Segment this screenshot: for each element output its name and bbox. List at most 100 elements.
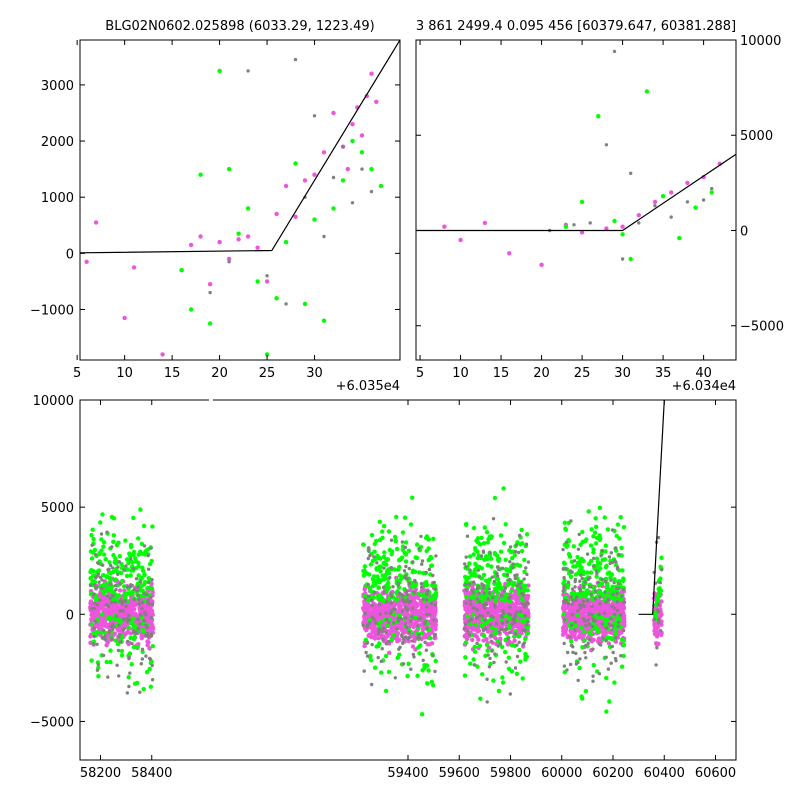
data-point-green [393,538,398,543]
data-point-grey [465,534,470,538]
data-point-grey [611,650,615,655]
data-point-green [495,585,500,590]
data-point-grey [656,602,661,607]
data-point-green [658,576,663,581]
data-point-green [580,529,585,535]
data-point-grey [392,621,396,625]
data-point-green [89,622,94,627]
data-point-green [579,556,584,561]
data-point-magenta [525,608,531,613]
data-point-grey [508,545,513,549]
data-point-green [472,644,477,649]
data-point-grey [500,621,505,625]
data-point-green [89,532,94,538]
data-point-grey [485,677,489,681]
data-point-green [128,620,134,626]
data-point-grey [609,578,613,582]
data-point-green [128,544,134,550]
data-point-green [430,683,436,688]
data-point-grey [578,603,582,607]
data-point-grey [92,601,97,605]
data-point-grey [431,573,435,578]
data-point-magenta [380,607,385,613]
data-point-grey [405,593,410,597]
data-point-grey [124,564,128,568]
data-point-grey [584,643,588,648]
data-point-grey [384,642,388,646]
data-point-grey [109,582,113,586]
data-point-green [519,548,525,554]
data-point-grey [375,561,379,565]
data-point-green [382,561,387,566]
data-point-grey [597,612,601,617]
data-point-green [472,649,478,654]
data-point-grey [685,200,690,204]
data-point-grey [571,598,575,602]
data-point-grey [603,590,607,594]
data-point-green [376,577,381,583]
data-point-green [410,495,415,500]
data-point-grey [109,563,113,568]
data-point-green [101,573,106,578]
data-point-green [128,573,133,578]
data-point-magenta [501,604,506,609]
data-point-green [519,527,524,533]
data-point-grey [492,579,496,584]
data-point-magenta [495,613,501,619]
data-point-grey [562,641,566,646]
data-point-grey [606,667,611,671]
data-point-green [621,642,627,648]
data-point-magenta [669,190,674,195]
data-point-magenta [100,617,105,622]
data-point-magenta [117,588,123,593]
data-point-grey [150,602,155,606]
data-point-grey [366,594,371,598]
data-point-green [589,527,594,532]
data-point-green [405,673,410,679]
data-point-green [517,634,522,639]
data-point-green [418,643,423,648]
data-point-green [128,635,133,641]
data-point-green [463,655,468,660]
data-point-grey [468,599,472,603]
data-point-grey [403,600,407,604]
data-point-grey [652,617,657,621]
data-point-magenta [560,632,566,637]
data-point-grey [104,603,109,607]
plot-area [416,49,736,267]
data-point-green [612,577,617,582]
data-point-grey [488,656,492,661]
data-point-green [149,586,154,591]
data-point-green [125,591,131,596]
data-point-green [693,205,698,210]
data-point-magenta [128,608,133,614]
data-point-grey [568,569,573,573]
data-point-green [502,594,508,600]
data-point-green [473,622,479,627]
data-point-green [102,590,107,595]
data-point-grey [433,587,437,591]
data-point-grey [502,589,507,593]
data-point-grey [510,622,514,627]
data-point-magenta [685,180,690,186]
data-point-green [104,581,109,586]
data-point-green [413,555,418,560]
data-point-grey [589,592,593,597]
data-point-grey [140,657,144,661]
data-point-green [426,668,431,673]
data-point-grey [128,671,132,675]
data-point-green [481,541,487,546]
data-point-green [386,529,392,534]
data-point-grey [376,655,380,660]
data-point-grey [612,612,617,617]
data-point-grey [579,573,583,577]
data-point-green [111,533,117,538]
data-point-green [577,665,582,671]
data-point-grey [609,617,613,621]
data-point-green [115,641,121,647]
data-point-grey [585,552,590,556]
data-point-green [126,675,131,680]
data-point-green [489,534,494,539]
data-point-grey [617,552,621,557]
data-point-grey [471,591,475,595]
